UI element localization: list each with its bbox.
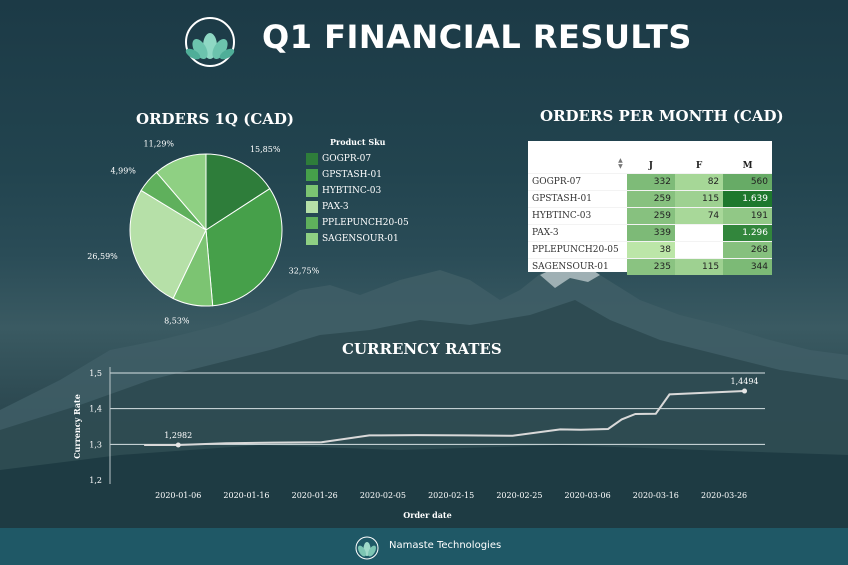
y-tick-label: 1,2 [89, 476, 102, 485]
legend-item[interactable]: GPSTASH-01 [306, 167, 426, 183]
legend-item[interactable]: PPLEPUNCH20-05 [306, 215, 426, 231]
table-row: PAX-3 339 1.296 [528, 224, 772, 242]
legend-label: GPSTASH-01 [322, 170, 382, 180]
y-tick-label: 1,4 [89, 405, 102, 414]
legend-swatch [306, 185, 318, 197]
table-cell-sku: PAX-3 [528, 224, 627, 242]
table-cell-value: 1.296 [723, 224, 772, 242]
table-cell-sku: GPSTASH-01 [528, 190, 627, 208]
sort-header[interactable]: ▲ ▼ [528, 141, 627, 174]
data-point[interactable] [175, 442, 181, 448]
currency-series-line [144, 390, 745, 446]
page-title: Q1 FINANCIAL RESULTS [262, 18, 692, 56]
table-cell-value: 268 [723, 241, 772, 259]
table-cell-value: 38 [626, 241, 675, 259]
x-tick-label: 2020-01-26 [292, 491, 338, 500]
legend-label: HYBTINC-03 [322, 186, 382, 196]
legend-label: SAGENSOUR-01 [322, 234, 399, 244]
pie-slice[interactable] [129, 189, 207, 300]
currency-line-chart: 1,2 1,3 1,4 1,5 2020-01-06 2020-01-16 2020-01-… [72, 367, 765, 520]
table-cell-value: 115 [674, 258, 724, 275]
table-cell-value: 339 [626, 224, 675, 242]
data-label: 1,2982 [164, 431, 192, 440]
pie-slice-label: 32,75% [289, 266, 320, 275]
legend-swatch [306, 201, 318, 213]
table-cell-value: 191 [723, 207, 772, 225]
legend-item[interactable]: HYBTINC-03 [306, 183, 426, 199]
pie-slice[interactable] [205, 187, 283, 307]
legend-item[interactable]: GOGPR-07 [306, 151, 426, 167]
table-cell-value: 235 [626, 258, 675, 275]
legend-item[interactable]: PAX-3 [306, 199, 426, 215]
pie-slice[interactable] [205, 153, 271, 231]
legend-label: PPLEPUNCH20-05 [322, 218, 409, 228]
line-chart-title: CURRENCY RATES [342, 340, 502, 358]
footer: Namaste Technologies [0, 528, 848, 565]
orders-pie-chart: 15,85% 32,75% 8,53% 26,59% 4,99% 11,29% [87, 140, 319, 326]
legend-swatch [306, 169, 318, 181]
x-tick-label: 2020-03-26 [701, 491, 747, 500]
y-axis-title: Currency Rate [72, 394, 82, 459]
table-cell-value: 332 [626, 173, 675, 191]
table-row: SAGENSOUR-01 235 115 344 [528, 258, 772, 275]
pie-slice-label: 8,53% [164, 317, 190, 326]
legend-swatch [306, 217, 318, 229]
orders-per-month-table: ▲ ▼ J F M GOGPR-07 332 82 560 GPSTASH-01 259 11… [528, 141, 772, 275]
table-cell-value: 259 [626, 190, 675, 208]
table-cell-value: 1.639 [723, 190, 772, 208]
table-row: HYBTINC-03 259 74 191 [528, 207, 772, 225]
table-cell-value: 115 [674, 190, 724, 208]
data-point[interactable] [742, 388, 748, 394]
orders-table-box: ▲ ▼ J F M GOGPR-07 332 82 560 GPSTASH-01 259 11… [528, 141, 772, 275]
pie-slice[interactable] [155, 153, 207, 232]
legend-label: GOGPR-07 [322, 154, 372, 164]
mountain-background [0, 258, 848, 530]
table-cell-value: 74 [674, 207, 724, 225]
table-row: GOGPR-07 332 82 560 [528, 173, 772, 191]
table-cell-sku: GOGPR-07 [528, 173, 627, 191]
x-tick-label: 2020-02-05 [360, 491, 406, 500]
legend-item[interactable]: SAGENSOUR-01 [306, 231, 426, 247]
table-cell-value: 82 [674, 173, 724, 191]
table-cell-value: 560 [723, 173, 772, 191]
table-cell-value [674, 241, 724, 259]
table-cell-sku: HYBTINC-03 [528, 207, 627, 225]
table-cell-sku: SAGENSOUR-01 [528, 258, 627, 275]
legend-swatch [306, 153, 318, 165]
table-row: PPLEPUNCH20-05 38 268 [528, 241, 772, 259]
footer-company-name: Namaste Technologies [389, 540, 502, 551]
legend-swatch [306, 233, 318, 245]
legend-title: Product Sku [330, 137, 386, 147]
x-axis-title: Order date [403, 510, 451, 520]
table-cell-value [674, 224, 724, 242]
x-tick-label: 2020-01-06 [155, 491, 201, 500]
column-header: F [695, 161, 703, 171]
table-cell-value: 259 [626, 207, 675, 225]
y-tick-label: 1,3 [89, 440, 102, 449]
x-tick-label: 2020-03-16 [633, 491, 679, 500]
lotus-icon [185, 17, 235, 67]
data-label: 1,4494 [731, 377, 759, 386]
x-tick-label: 2020-03-06 [565, 491, 611, 500]
x-tick-label: 2020-02-25 [496, 491, 542, 500]
pie-slice-label: 15,85% [250, 145, 281, 154]
table-title: ORDERS PER MONTH (CAD) [540, 107, 784, 125]
x-tick-label: 2020-01-16 [223, 491, 269, 500]
x-tick-label: 2020-02-15 [428, 491, 474, 500]
pie-slice-label: 26,59% [87, 252, 118, 261]
column-header: M [742, 161, 753, 171]
table-cell-value: 344 [723, 258, 772, 275]
table-row: GPSTASH-01 259 115 1.639 [528, 190, 772, 208]
legend-label: PAX-3 [322, 202, 349, 212]
y-tick-label: 1,5 [89, 369, 102, 378]
sort-icon[interactable]: ▲ ▼ [618, 157, 623, 170]
column-header: J [648, 161, 653, 171]
pie-slice-label: 4,99% [110, 166, 136, 175]
pie-legend: Product Sku GOGPR-07 GPSTASH-01 HYBTINC-03… [306, 137, 426, 247]
table-cell-sku: PPLEPUNCH20-05 [528, 241, 627, 259]
pie-chart-title: ORDERS 1Q (CAD) [136, 110, 294, 128]
pie-slice-label: 11,29% [144, 140, 175, 149]
lotus-icon [355, 536, 379, 560]
